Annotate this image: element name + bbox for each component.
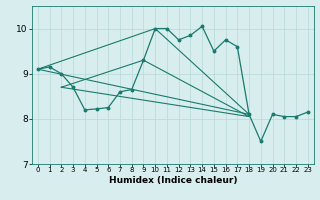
X-axis label: Humidex (Indice chaleur): Humidex (Indice chaleur) [108,176,237,185]
